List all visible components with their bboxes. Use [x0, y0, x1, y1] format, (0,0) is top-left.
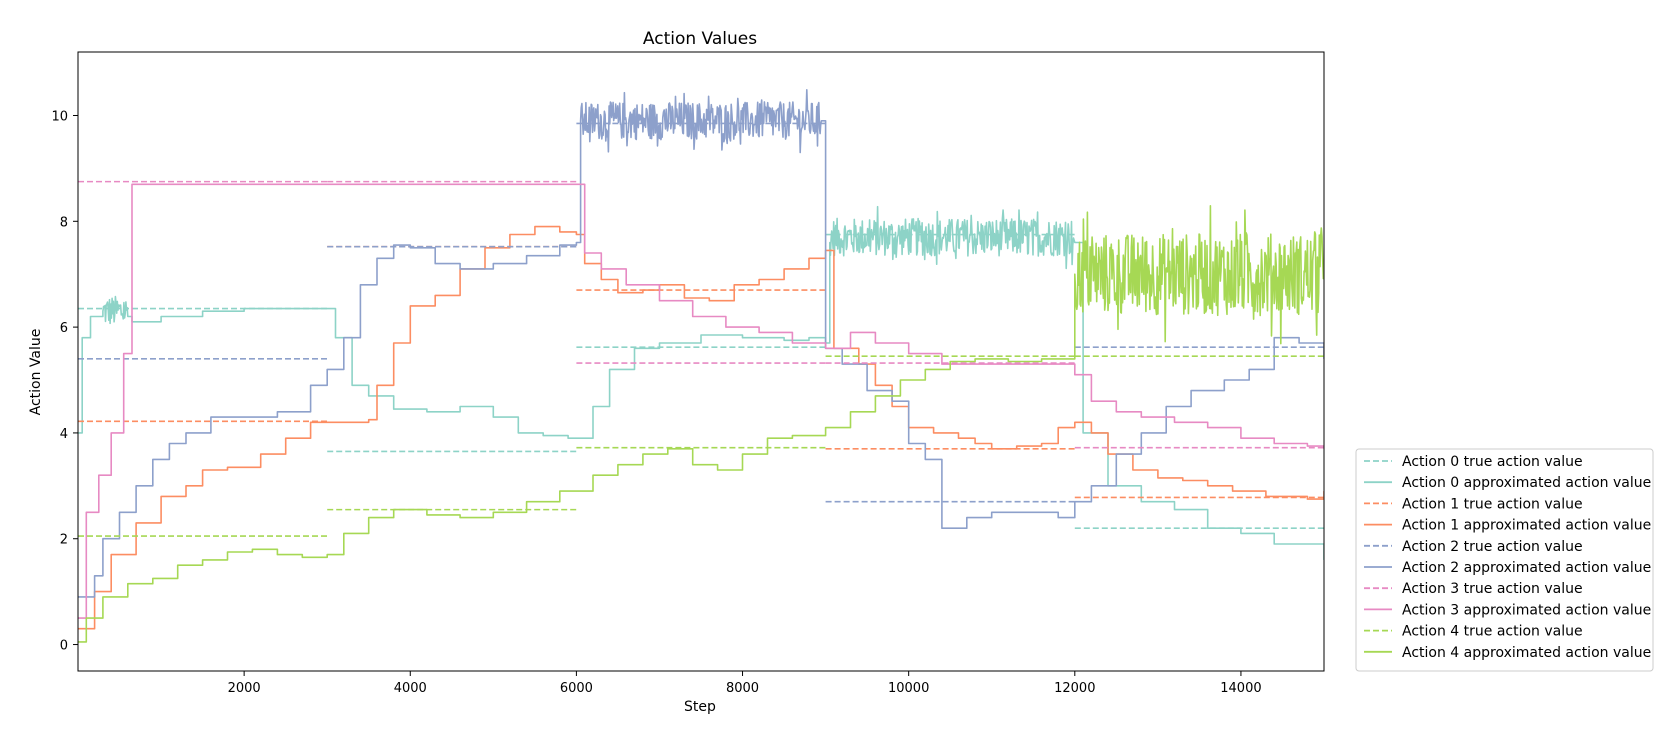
- x-tick-label: 8000: [726, 681, 759, 696]
- legend-label: Action 3 true action value: [1402, 581, 1583, 597]
- legend-label: Action 4 approximated action value: [1402, 645, 1651, 661]
- legend-item: Action 4 true action value: [1364, 624, 1583, 640]
- series-5: [78, 89, 1324, 598]
- legend-box: [1355, 448, 1654, 672]
- x-tick-label: 10000: [888, 681, 929, 696]
- approximated-value-line: [78, 205, 1324, 560]
- legend-label: Action 4 true action value: [1402, 624, 1583, 640]
- y-tick-label: 6: [60, 321, 68, 336]
- y-tick-label: 2: [60, 533, 68, 548]
- legend-item: Action 3 approximated action value: [1364, 602, 1651, 618]
- x-tick-label: 14000: [1220, 681, 1261, 696]
- legend-label: Action 0 approximated action value: [1402, 475, 1651, 491]
- y-axis-title: Action Value: [28, 329, 44, 416]
- series-layer: [78, 89, 1324, 643]
- x-tick-label: 12000: [1054, 681, 1095, 696]
- series-3: [78, 225, 1324, 630]
- legend-label: Action 3 approximated action value: [1402, 602, 1651, 618]
- legend-item: Action 1 approximated action value: [1364, 518, 1651, 534]
- approximated-value-line: [78, 183, 1324, 619]
- legend: Action 0 true action value Action 0 appro…: [1355, 448, 1654, 672]
- legend-item: Action 3 true action value: [1364, 581, 1583, 597]
- legend-item: Action 1 true action value: [1364, 496, 1583, 512]
- legend-item: Action 0 approximated action value: [1364, 475, 1651, 491]
- y-tick-label: 8: [60, 215, 68, 230]
- approximated-value-line: [78, 205, 1324, 643]
- plot-frame: [77, 51, 1325, 672]
- approximated-value-line: [78, 225, 1324, 630]
- legend-label: Action 0 true action value: [1402, 454, 1583, 470]
- legend-label: Action 2 true action value: [1402, 539, 1583, 555]
- legend-item: Action 4 approximated action value: [1364, 645, 1651, 661]
- y-tick-label: 4: [60, 427, 68, 442]
- legend-label: Action 1 true action value: [1402, 496, 1583, 512]
- legend-item: Action 2 approximated action value: [1364, 560, 1651, 576]
- approximated-value-line: [78, 89, 1324, 598]
- legend-label: Action 2 approximated action value: [1402, 560, 1651, 576]
- series-8: [78, 355, 1324, 537]
- y-tick-label: 10: [51, 109, 68, 124]
- legend-label: Action 1 approximated action value: [1402, 518, 1651, 534]
- legend-item: Action 2 true action value: [1364, 539, 1583, 555]
- y-axis: 0 2 4 6 8 10: [51, 109, 78, 654]
- x-tick-label: 2000: [228, 681, 261, 696]
- x-tick-label: 6000: [560, 681, 593, 696]
- y-tick-label: 0: [60, 639, 68, 654]
- x-tick-label: 4000: [394, 681, 427, 696]
- legend-item: Action 0 true action value: [1364, 454, 1583, 470]
- chart-title: Action Values: [643, 29, 757, 49]
- x-axis: 2000 4000 6000 8000 10000 12000 14000: [228, 671, 1262, 696]
- series-6: [78, 180, 1324, 449]
- x-axis-title: Step: [684, 699, 716, 715]
- series-1: [78, 205, 1324, 560]
- series-7: [78, 183, 1324, 619]
- series-9: [78, 205, 1324, 643]
